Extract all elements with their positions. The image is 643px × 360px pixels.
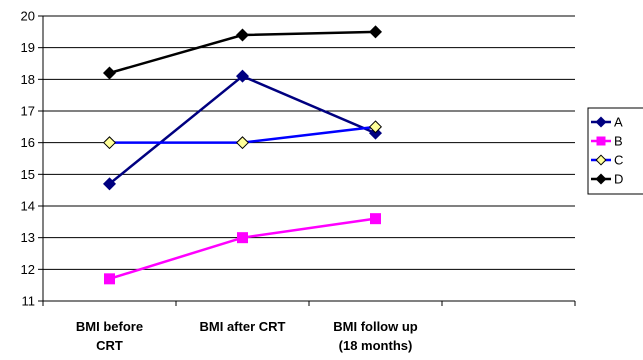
legend-entry: A — [591, 115, 623, 130]
data-point-marker — [102, 136, 117, 150]
series-d — [102, 25, 383, 80]
series-line — [108, 74, 376, 185]
legend-label: C — [614, 153, 623, 168]
legend-entry: D — [591, 172, 623, 187]
y-tick-label: 12 — [21, 262, 35, 277]
y-tick-label: 19 — [21, 40, 35, 55]
y-tick-label: 15 — [21, 167, 35, 182]
data-point-marker — [235, 136, 250, 150]
x-category-label-line: BMI after CRT — [200, 319, 286, 334]
x-category-label: BMI before CRT — [76, 319, 143, 353]
legend-entry: B — [591, 134, 623, 149]
y-tick-label: 14 — [21, 199, 35, 214]
data-point-marker — [102, 177, 117, 191]
data-point-marker — [235, 69, 250, 83]
x-category-label-line: BMI before — [76, 319, 143, 334]
x-category-label-line: BMI follow up — [333, 319, 418, 334]
x-category-labels: BMI before CRT BMI after CRT BMI follow up (… — [76, 319, 418, 353]
data-point-marker — [368, 25, 383, 39]
legend-label: B — [614, 134, 623, 149]
legend-label: D — [614, 172, 623, 187]
x-category-label: BMI after CRT — [200, 319, 286, 334]
y-tick-label: 13 — [21, 230, 35, 245]
x-category-label: BMI follow up (18 months) — [333, 319, 418, 353]
x-category-label-line: CRT — [96, 338, 123, 353]
series-c — [102, 120, 383, 150]
data-point-marker — [237, 232, 248, 244]
y-tick-label: 16 — [21, 135, 35, 150]
data-point-marker — [102, 66, 117, 80]
y-tick-labels: 11 12 13 14 15 16 17 18 19 20 — [21, 9, 35, 309]
y-tick-label: 17 — [21, 104, 35, 119]
y-tick-label: 18 — [21, 72, 35, 87]
data-point-marker — [595, 116, 607, 128]
y-tick-label: 20 — [21, 9, 35, 24]
series-a — [102, 69, 383, 191]
data-point-marker — [368, 120, 383, 134]
data-point-marker — [235, 28, 250, 42]
series-b — [104, 213, 381, 285]
data-point-marker — [595, 154, 607, 166]
data-point-marker — [596, 136, 606, 146]
axes — [38, 15, 576, 306]
x-category-label-line: (18 months) — [339, 338, 413, 353]
legend-entry: C — [591, 153, 623, 168]
data-point-marker — [595, 173, 607, 185]
data-point-marker — [104, 273, 115, 285]
series — [102, 25, 383, 285]
legend-label: A — [614, 115, 623, 130]
y-tick-label: 11 — [22, 294, 36, 309]
data-point-marker — [370, 213, 381, 225]
